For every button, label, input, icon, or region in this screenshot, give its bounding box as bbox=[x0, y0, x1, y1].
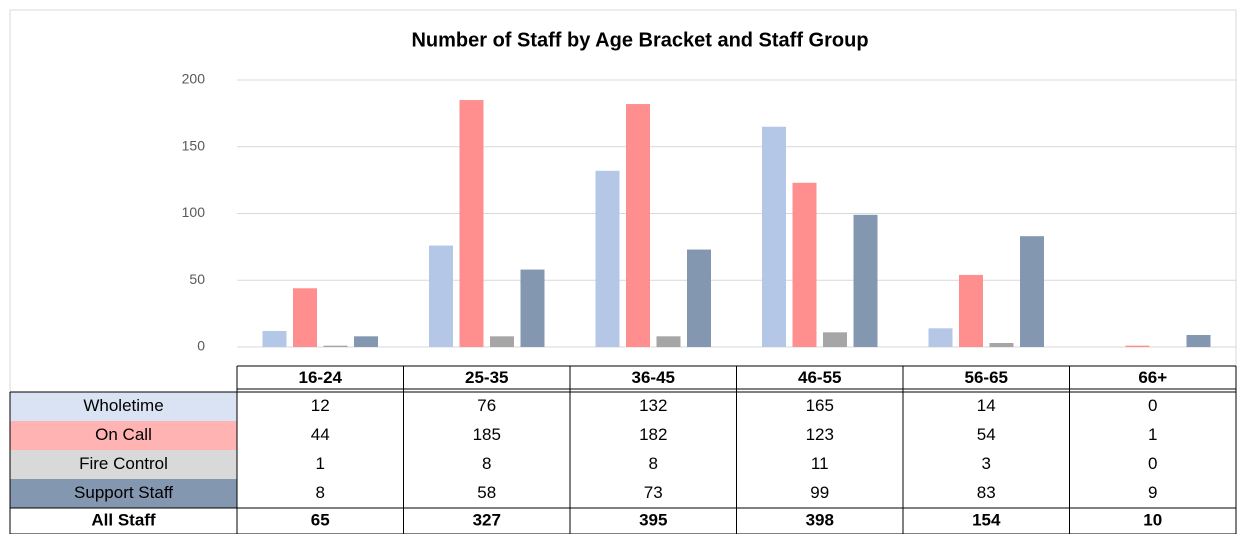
table-value: 0 bbox=[1148, 454, 1157, 473]
series-label: On Call bbox=[95, 425, 152, 444]
bar bbox=[687, 249, 711, 347]
table-value: 3 bbox=[982, 454, 991, 473]
category-label: 66+ bbox=[1138, 368, 1167, 387]
chart-title: Number of Staff by Age Bracket and Staff… bbox=[411, 29, 868, 51]
bar bbox=[429, 245, 453, 347]
bar bbox=[959, 274, 983, 347]
y-tick-label: 50 bbox=[189, 271, 205, 287]
bar bbox=[1125, 345, 1150, 347]
table-value: 12 bbox=[311, 396, 330, 415]
y-tick-label: 100 bbox=[182, 204, 206, 220]
table-value: 54 bbox=[977, 425, 996, 444]
table-value: 58 bbox=[477, 483, 496, 502]
y-tick-label: 200 bbox=[182, 71, 206, 87]
table-value: 76 bbox=[477, 396, 496, 415]
bar bbox=[853, 214, 878, 347]
series-label: Support Staff bbox=[74, 483, 173, 502]
table-value: 9 bbox=[1148, 483, 1157, 502]
total-value: 398 bbox=[806, 510, 834, 529]
category-label: 25-35 bbox=[465, 368, 508, 387]
table-value: 8 bbox=[649, 454, 658, 473]
category-label: 46-55 bbox=[798, 368, 841, 387]
table-value: 44 bbox=[311, 425, 330, 444]
table-value: 165 bbox=[806, 396, 834, 415]
table-value: 185 bbox=[473, 425, 501, 444]
bar bbox=[762, 126, 786, 347]
row-label-bg bbox=[10, 479, 237, 508]
category-label: 16-24 bbox=[299, 368, 343, 387]
table-value: 123 bbox=[806, 425, 834, 444]
table-value: 73 bbox=[644, 483, 663, 502]
bar bbox=[262, 330, 287, 347]
table-value: 14 bbox=[977, 396, 996, 415]
total-value: 65 bbox=[311, 510, 330, 529]
bar bbox=[293, 288, 317, 347]
series-label: Wholetime bbox=[83, 396, 163, 415]
y-tick-label: 0 bbox=[197, 338, 205, 354]
bar bbox=[626, 104, 650, 347]
category-label: 36-45 bbox=[632, 368, 675, 387]
table-value: 182 bbox=[639, 425, 667, 444]
bar bbox=[656, 336, 681, 347]
row-label-bg bbox=[10, 392, 237, 421]
bar bbox=[1186, 334, 1211, 347]
table-value: 11 bbox=[811, 454, 829, 473]
table-value: 8 bbox=[482, 454, 491, 473]
series-label: Fire Control bbox=[79, 454, 168, 473]
bar bbox=[323, 345, 348, 347]
table-value: 132 bbox=[639, 396, 667, 415]
bar bbox=[595, 170, 620, 347]
bar bbox=[459, 100, 484, 348]
bar bbox=[1020, 236, 1044, 347]
total-value: 10 bbox=[1143, 510, 1162, 529]
table-value: 0 bbox=[1148, 396, 1157, 415]
total-value: 395 bbox=[639, 510, 667, 529]
bar bbox=[354, 336, 378, 347]
table-value: 1 bbox=[1148, 425, 1157, 444]
bar bbox=[823, 332, 847, 347]
table-value: 1 bbox=[316, 454, 325, 473]
bar bbox=[792, 182, 817, 347]
table-value: 8 bbox=[316, 483, 325, 502]
total-label: All Staff bbox=[91, 510, 156, 529]
category-label: 56-65 bbox=[965, 368, 1008, 387]
bar bbox=[520, 269, 545, 347]
table-value: 83 bbox=[977, 483, 996, 502]
chart-frame bbox=[9, 9, 1237, 534]
total-value: 154 bbox=[972, 510, 1001, 529]
bar bbox=[928, 328, 953, 347]
row-label-bg bbox=[10, 421, 237, 450]
total-value: 327 bbox=[473, 510, 501, 529]
y-tick-label: 150 bbox=[182, 137, 206, 153]
bar bbox=[989, 342, 1014, 347]
row-label-bg bbox=[10, 450, 237, 479]
bar bbox=[490, 336, 514, 347]
table-value: 99 bbox=[810, 483, 829, 502]
